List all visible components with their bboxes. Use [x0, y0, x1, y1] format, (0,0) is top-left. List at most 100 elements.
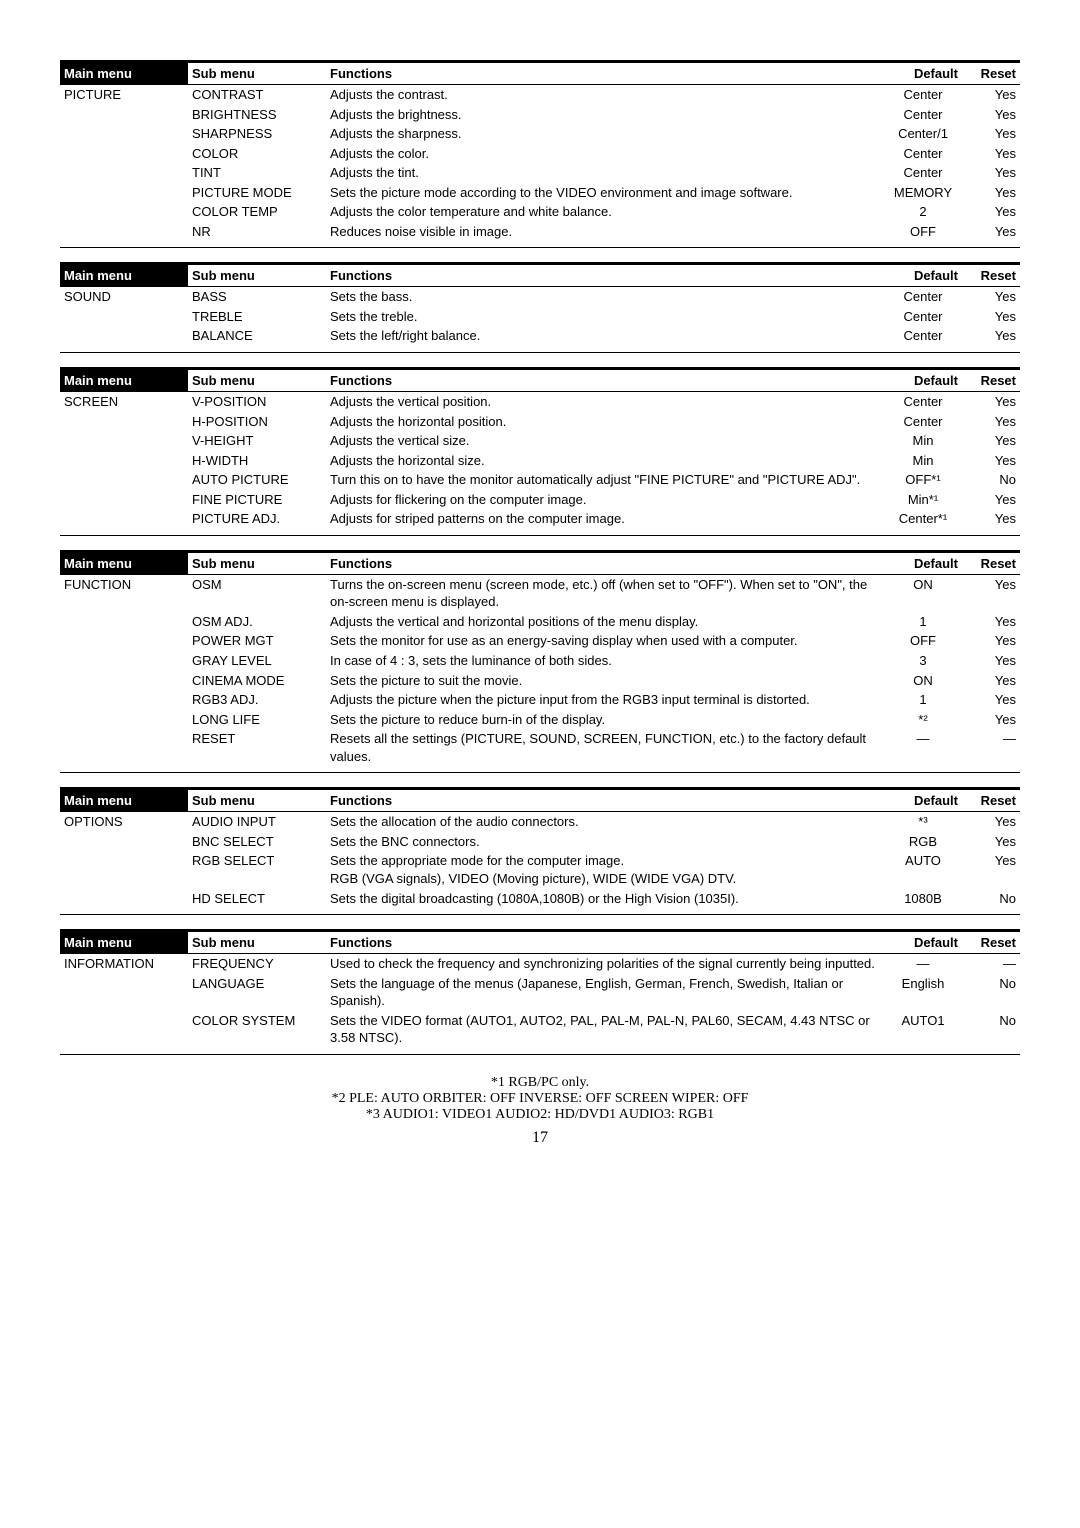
cell-reset: Yes	[962, 575, 1020, 612]
cell-func: Sets the VIDEO format (AUTO1, AUTO2, PAL…	[326, 1011, 884, 1048]
cell-def: Min	[884, 451, 962, 471]
cell-func: Adjusts the vertical size.	[326, 431, 884, 451]
cell-reset: No	[962, 470, 1020, 490]
cell-reset: Yes	[962, 183, 1020, 203]
cell-func: Adjusts the contrast.	[326, 85, 884, 105]
col-main: Main menu	[60, 553, 188, 574]
cell-sub: LANGUAGE	[188, 974, 326, 1011]
col-func: Functions	[326, 63, 884, 84]
table-row: SHARPNESSAdjusts the sharpness.Center/1Y…	[60, 124, 1020, 144]
cell-def: Center	[884, 287, 962, 307]
cell-def: Center	[884, 144, 962, 164]
cell-reset: Yes	[962, 851, 1020, 888]
table-row: BRIGHTNESSAdjusts the brightness.CenterY…	[60, 105, 1020, 125]
cell-def: Center	[884, 307, 962, 327]
cell-main	[60, 431, 188, 451]
cell-reset: Yes	[962, 163, 1020, 183]
col-sub: Sub menu	[188, 265, 326, 286]
cell-main: PICTURE	[60, 85, 188, 105]
table-row: RGB3 ADJ.Adjusts the picture when the pi…	[60, 690, 1020, 710]
cell-def: OFF	[884, 222, 962, 242]
col-main: Main menu	[60, 790, 188, 811]
cell-func: Sets the picture to reduce burn-in of th…	[326, 710, 884, 730]
menu-table: Main menuSub menuFunctionsDefaultResetPI…	[60, 60, 1020, 248]
cell-reset: No	[962, 889, 1020, 909]
footnote-3: *3 AUDIO1: VIDEO1 AUDIO2: HD/DVD1 AUDIO3…	[60, 1107, 1020, 1123]
table-row: PICTURECONTRASTAdjusts the contrast.Cent…	[60, 85, 1020, 105]
cell-reset: Yes	[962, 431, 1020, 451]
cell-func: Sets the left/right balance.	[326, 326, 884, 346]
col-reset: Reset	[962, 553, 1020, 574]
col-func: Functions	[326, 553, 884, 574]
table-row: LONG LIFESets the picture to reduce burn…	[60, 710, 1020, 730]
col-main: Main menu	[60, 265, 188, 286]
cell-sub: NR	[188, 222, 326, 242]
cell-func: Adjusts the vertical and horizontal posi…	[326, 612, 884, 632]
cell-sub: COLOR SYSTEM	[188, 1011, 326, 1048]
cell-main	[60, 671, 188, 691]
cell-func: Resets all the settings (PICTURE, SOUND,…	[326, 729, 884, 766]
cell-def: AUTO1	[884, 1011, 962, 1048]
cell-reset: Yes	[962, 326, 1020, 346]
table-row: HD SELECTSets the digital broadcasting (…	[60, 889, 1020, 916]
tables-container: Main menuSub menuFunctionsDefaultResetPI…	[60, 60, 1020, 1055]
cell-def: Center	[884, 326, 962, 346]
cell-func: Sets the language of the menus (Japanese…	[326, 974, 884, 1011]
cell-func: Sets the BNC connectors.	[326, 832, 884, 852]
cell-def: Center	[884, 392, 962, 412]
cell-sub: POWER MGT	[188, 631, 326, 651]
cell-func: Adjusts the color temperature and white …	[326, 202, 884, 222]
table-header: Main menuSub menuFunctionsDefaultReset	[60, 550, 1020, 575]
cell-main	[60, 105, 188, 125]
menu-table: Main menuSub menuFunctionsDefaultResetOP…	[60, 787, 1020, 915]
table-row: H-POSITIONAdjusts the horizontal positio…	[60, 412, 1020, 432]
cell-main	[60, 307, 188, 327]
cell-sub: OSM ADJ.	[188, 612, 326, 632]
cell-sub: BRIGHTNESS	[188, 105, 326, 125]
cell-sub: BALANCE	[188, 326, 326, 346]
cell-main	[60, 851, 188, 888]
col-reset: Reset	[962, 63, 1020, 84]
menu-table: Main menuSub menuFunctionsDefaultResetIN…	[60, 929, 1020, 1055]
col-func: Functions	[326, 265, 884, 286]
cell-func: Sets the treble.	[326, 307, 884, 327]
cell-main: INFORMATION	[60, 954, 188, 974]
cell-reset: Yes	[962, 509, 1020, 529]
cell-def: Min	[884, 431, 962, 451]
cell-main	[60, 1011, 188, 1048]
table-header: Main menuSub menuFunctionsDefaultReset	[60, 60, 1020, 85]
col-reset: Reset	[962, 370, 1020, 391]
col-def: Default	[884, 370, 962, 391]
cell-main	[60, 451, 188, 471]
table-row: H-WIDTHAdjusts the horizontal size.MinYe…	[60, 451, 1020, 471]
col-def: Default	[884, 265, 962, 286]
col-def: Default	[884, 553, 962, 574]
cell-main	[60, 183, 188, 203]
cell-main: OPTIONS	[60, 812, 188, 832]
cell-func: Turns the on-screen menu (screen mode, e…	[326, 575, 884, 612]
cell-sub: V-POSITION	[188, 392, 326, 412]
cell-func: Sets the appropriate mode for the comput…	[326, 851, 884, 888]
cell-reset: Yes	[962, 451, 1020, 471]
table-row: SCREENV-POSITIONAdjusts the vertical pos…	[60, 392, 1020, 412]
cell-main: FUNCTION	[60, 575, 188, 612]
col-sub: Sub menu	[188, 370, 326, 391]
cell-def: OFF	[884, 631, 962, 651]
cell-sub: SHARPNESS	[188, 124, 326, 144]
cell-reset: —	[962, 954, 1020, 974]
cell-def: English	[884, 974, 962, 1011]
cell-main	[60, 651, 188, 671]
cell-def: 2	[884, 202, 962, 222]
cell-func: Used to check the frequency and synchron…	[326, 954, 884, 974]
cell-sub: RESET	[188, 729, 326, 766]
table-row: LANGUAGESets the language of the menus (…	[60, 974, 1020, 1011]
cell-sub: V-HEIGHT	[188, 431, 326, 451]
cell-def: 1	[884, 612, 962, 632]
table-row: RESETResets all the settings (PICTURE, S…	[60, 729, 1020, 773]
cell-sub: H-WIDTH	[188, 451, 326, 471]
cell-reset: No	[962, 1011, 1020, 1048]
cell-reset: Yes	[962, 612, 1020, 632]
cell-def: *²	[884, 710, 962, 730]
cell-reset: Yes	[962, 222, 1020, 242]
cell-def: —	[884, 954, 962, 974]
